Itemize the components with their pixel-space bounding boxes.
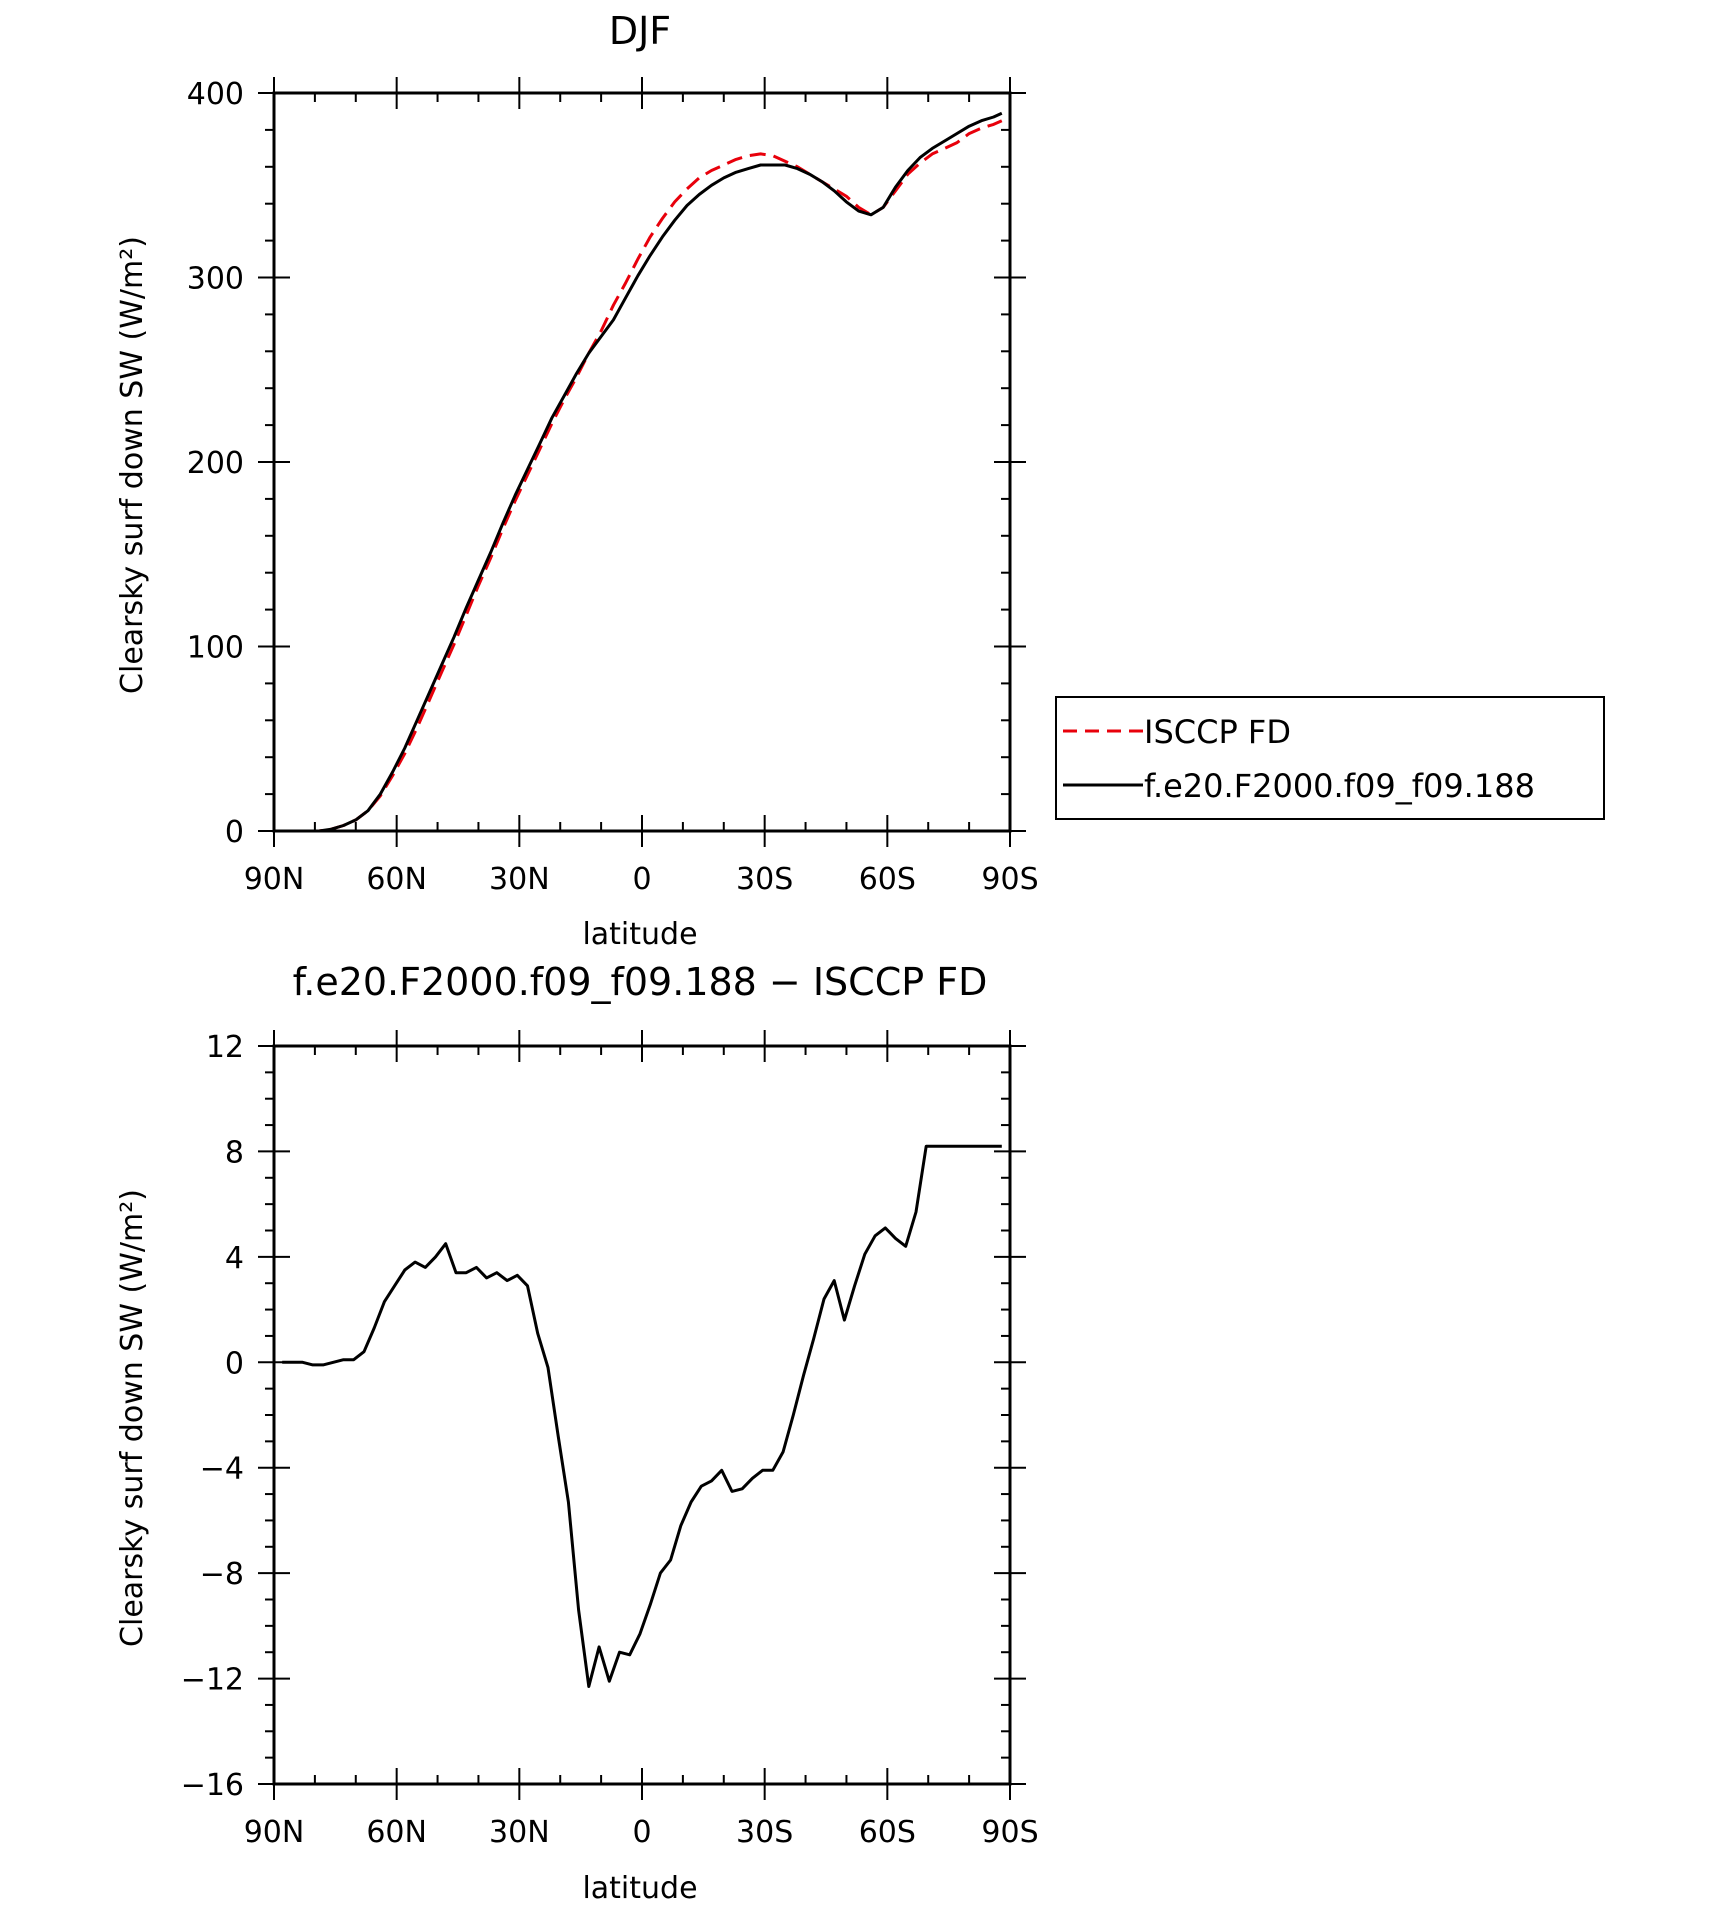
series-line-f.e20.F2000.f09_f09.188 bbox=[282, 111, 1003, 833]
x-tick-label: 60N bbox=[366, 1815, 427, 1850]
legend-label-model: f.e20.F2000.f09_f09.188 bbox=[1144, 767, 1535, 805]
plot-frame bbox=[272, 91, 1012, 833]
y-tick-label: 4 bbox=[225, 1241, 244, 1276]
difference-line bbox=[282, 1144, 1002, 1688]
y-tick-label: −4 bbox=[200, 1452, 244, 1487]
x-tick-label: 90N bbox=[244, 1815, 305, 1850]
legend-label-isccp-fd: ISCCP FD bbox=[1144, 713, 1291, 751]
y-tick-label: 100 bbox=[187, 631, 244, 666]
y-tick-label: 400 bbox=[187, 77, 244, 112]
y-tick-label: 8 bbox=[225, 1135, 244, 1170]
series-group bbox=[282, 1144, 1002, 1688]
x-tick-label: 0 bbox=[632, 1815, 651, 1850]
top-panel: DJF latitude Clearsky surf down SW (W/m²… bbox=[115, 9, 1039, 952]
x-tick-label: 30N bbox=[489, 1815, 550, 1850]
x-tick-label: 90N bbox=[244, 862, 305, 897]
y-axis-label: Clearsky surf down SW (W/m²) bbox=[115, 236, 150, 694]
chart-title: DJF bbox=[609, 9, 671, 53]
y-axis-label: Clearsky surf down SW (W/m²) bbox=[115, 1189, 150, 1647]
chart-title: f.e20.F2000.f09_f09.188 − ISCCP FD bbox=[293, 960, 988, 1004]
x-tick-label: 30S bbox=[736, 862, 793, 897]
series-line-ISCCP FD bbox=[282, 119, 1003, 833]
series-group bbox=[282, 111, 1003, 833]
y-tick-label: 12 bbox=[206, 1030, 244, 1065]
legend-box bbox=[1055, 696, 1605, 820]
y-tick-label: 0 bbox=[225, 815, 244, 850]
x-axis-label: latitude bbox=[582, 1871, 697, 1905]
legend: ISCCP FD f.e20.F2000.f09_f09.188 bbox=[1055, 696, 1605, 820]
x-axis-label: latitude bbox=[582, 917, 697, 952]
x-tick-label: 60N bbox=[366, 862, 427, 897]
x-tick-label: 60S bbox=[859, 1815, 916, 1850]
x-tick-label: 60S bbox=[859, 862, 916, 897]
bottom-panel: f.e20.F2000.f09_f09.188 − ISCCP FD latit… bbox=[115, 960, 1039, 1905]
y-tick-label: −16 bbox=[181, 1768, 244, 1803]
x-tick-label: 30N bbox=[489, 862, 550, 897]
y-tick-label: 200 bbox=[187, 446, 244, 481]
y-tick-label: 300 bbox=[187, 262, 244, 297]
y-tick-label: −12 bbox=[181, 1663, 244, 1698]
x-tick-label: 30S bbox=[736, 1815, 793, 1850]
y-tick-label: 0 bbox=[225, 1346, 244, 1381]
plot-frame bbox=[272, 1044, 1012, 1786]
x-tick-label: 90S bbox=[981, 862, 1038, 897]
axis-ticks: 90N 60N 30N 0 30S 60S 90S 0 100 200 300 400 bbox=[187, 77, 1039, 897]
x-tick-label: 0 bbox=[632, 862, 651, 897]
x-tick-label: 90S bbox=[981, 1815, 1038, 1850]
axis-ticks: 90N 60N 30N 0 30S 60S 90S −16 −12 −8 −4 0 4 8 12 bbox=[181, 1030, 1039, 1850]
y-tick-label: −8 bbox=[200, 1557, 244, 1592]
